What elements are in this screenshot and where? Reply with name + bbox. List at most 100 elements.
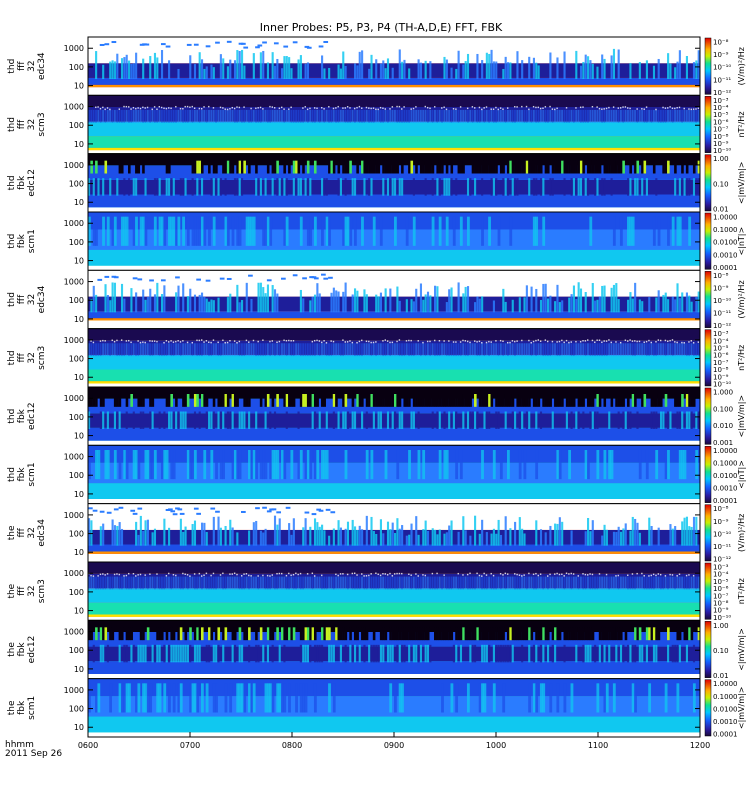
colorbar-tick: 10⁻⁸ bbox=[713, 133, 729, 141]
spectrogram-image bbox=[88, 678, 700, 733]
colorbar-tick: 10⁻¹⁰ bbox=[713, 147, 731, 155]
colorbar-label: nT²/Hz bbox=[737, 578, 746, 604]
panel-label: thd bbox=[7, 292, 17, 307]
colorbar-tick: 10⁻⁹ bbox=[713, 518, 729, 526]
y-tick-label: 10 bbox=[74, 257, 84, 266]
y-tick-label: 100 bbox=[69, 588, 84, 597]
panel-9: 1000 100 10 the fff 32 edc34 10⁻⁸ 10⁻⁹ 10⁻¹⁰ 10⁻¹¹… bbox=[7, 503, 746, 564]
colorbar-tick: 10⁻¹¹ bbox=[713, 310, 731, 318]
spectrogram-image bbox=[88, 212, 700, 266]
colorbar-tick: 1.000 bbox=[713, 389, 733, 397]
x-tick-label: 0900 bbox=[384, 741, 404, 750]
spectrogram-image bbox=[88, 95, 700, 151]
panel-7: 1000 100 10 thd fbk edc12 1.000 0.100 0.010 0.001… bbox=[7, 386, 746, 447]
colorbar-tick: 1.0000 bbox=[713, 680, 738, 688]
panel-label: scm1 bbox=[27, 462, 37, 486]
colorbar-tick: 10⁻⁹ bbox=[713, 140, 729, 148]
colorbar-tick: 10⁻⁹ bbox=[713, 284, 729, 292]
panel-label: the bbox=[7, 700, 17, 715]
y-tick-label: 10 bbox=[74, 432, 84, 441]
colorbar-tick: 10⁻⁶ bbox=[713, 118, 729, 126]
panel-label: 32 bbox=[27, 352, 37, 363]
colorbar-tick: 10⁻⁵ bbox=[713, 111, 729, 119]
panel-label: thd bbox=[7, 117, 17, 132]
x-tick-label: 1100 bbox=[588, 741, 608, 750]
y-tick-label: 1000 bbox=[64, 511, 84, 520]
panel-label: thd bbox=[7, 234, 17, 249]
colorbar-label: <|nT|> bbox=[737, 460, 746, 489]
colorbar bbox=[704, 562, 712, 620]
panel-label: fff bbox=[17, 352, 27, 362]
y-tick-label: 100 bbox=[69, 121, 84, 130]
x-axis-label-date: 2011 Sep 26 bbox=[5, 749, 62, 759]
panel-label: scm3 bbox=[37, 579, 47, 603]
spectrogram-image bbox=[88, 37, 700, 88]
colorbar bbox=[704, 96, 712, 153]
colorbar-label: <|mV/m|> bbox=[737, 162, 746, 205]
colorbar bbox=[704, 446, 712, 503]
panel-label: the bbox=[7, 525, 17, 540]
panel-label: scm1 bbox=[27, 229, 37, 253]
colorbar-tick: 0.01 bbox=[713, 672, 729, 680]
colorbar-tick: 10⁻¹⁰ bbox=[713, 64, 731, 72]
y-tick-label: 10 bbox=[74, 373, 84, 382]
colorbar-tick: 10⁻⁸ bbox=[713, 599, 729, 607]
colorbar-tick: 1.0000 bbox=[713, 214, 738, 222]
panel-label: edc12 bbox=[27, 636, 37, 664]
panel-label: fbk bbox=[17, 642, 27, 657]
x-tick-label: 0600 bbox=[78, 741, 98, 750]
panel-label: thd bbox=[7, 467, 17, 482]
panel-3: 1000 100 10 thd fbk edc12 1.00 0.10 0.01 <|mV/m|> bbox=[7, 153, 746, 214]
panel-label: edc34 bbox=[37, 285, 47, 313]
y-tick-label: 10 bbox=[74, 723, 84, 732]
y-tick-label: 1000 bbox=[64, 103, 84, 112]
colorbar-label: (V/m)²/Hz bbox=[737, 280, 746, 318]
x-tick-label: 1000 bbox=[486, 741, 506, 750]
y-tick-label: 100 bbox=[69, 296, 84, 305]
spectrogram-image bbox=[88, 328, 700, 384]
y-tick-label: 10 bbox=[74, 198, 84, 207]
colorbar-label: <|nT|> bbox=[737, 227, 746, 256]
y-tick-label: 100 bbox=[69, 530, 84, 539]
panel-label: fbk bbox=[17, 175, 27, 190]
colorbar-tick: 0.0001 bbox=[713, 264, 738, 272]
colorbar bbox=[704, 37, 712, 95]
colorbar-tick: 0.01 bbox=[713, 206, 729, 214]
colorbar-tick: 10⁻⁴ bbox=[713, 337, 729, 345]
y-tick-label: 1000 bbox=[64, 161, 84, 170]
colorbar-label: nT²/Hz bbox=[737, 111, 746, 137]
x-tick-label: 1200 bbox=[690, 741, 710, 750]
colorbar-tick: 0.0010 bbox=[713, 251, 738, 259]
colorbar-tick: 10⁻¹² bbox=[713, 89, 731, 97]
colorbar-label: (V/m)²/Hz bbox=[737, 514, 746, 552]
panel-label: edc34 bbox=[37, 519, 47, 547]
panel-label: the bbox=[7, 583, 17, 598]
colorbar-tick: 10⁻⁶ bbox=[713, 585, 729, 593]
y-tick-label: 10 bbox=[74, 82, 84, 91]
colorbar-tick: 1.00 bbox=[713, 622, 729, 630]
colorbar-label: <|mV/m|> bbox=[737, 628, 746, 671]
colorbar-tick: 10⁻⁷ bbox=[713, 126, 729, 134]
y-tick-label: 100 bbox=[69, 471, 84, 480]
y-tick-label: 1000 bbox=[64, 336, 84, 345]
panel-label: fff bbox=[17, 61, 27, 71]
colorbar-tick: 10⁻⁴ bbox=[713, 104, 729, 112]
colorbar-tick: 10⁻⁹ bbox=[713, 373, 729, 381]
y-tick-label: 1000 bbox=[64, 219, 84, 228]
colorbar-tick: 10⁻⁶ bbox=[713, 352, 729, 360]
x-axis-label-format: hhmm bbox=[5, 740, 34, 750]
colorbar-label: <|mV/m|> bbox=[737, 395, 746, 438]
colorbar-tick: 10⁻¹⁰ bbox=[713, 530, 731, 538]
colorbar-tick: 10⁻¹⁰ bbox=[713, 381, 731, 389]
y-tick-label: 10 bbox=[74, 607, 84, 616]
y-tick-label: 1000 bbox=[64, 628, 84, 637]
panel-label: fbk bbox=[17, 700, 27, 715]
panel-label: scm1 bbox=[27, 696, 37, 720]
spectrogram-image bbox=[88, 445, 700, 499]
spectrogram-image bbox=[88, 387, 700, 441]
panel-5: 1000 100 10 thd fff 32 edc34 10⁻⁸ 10⁻⁹ 10⁻¹⁰ 10⁻¹¹… bbox=[7, 269, 746, 330]
colorbar-tick: 10⁻¹⁰ bbox=[713, 297, 731, 305]
